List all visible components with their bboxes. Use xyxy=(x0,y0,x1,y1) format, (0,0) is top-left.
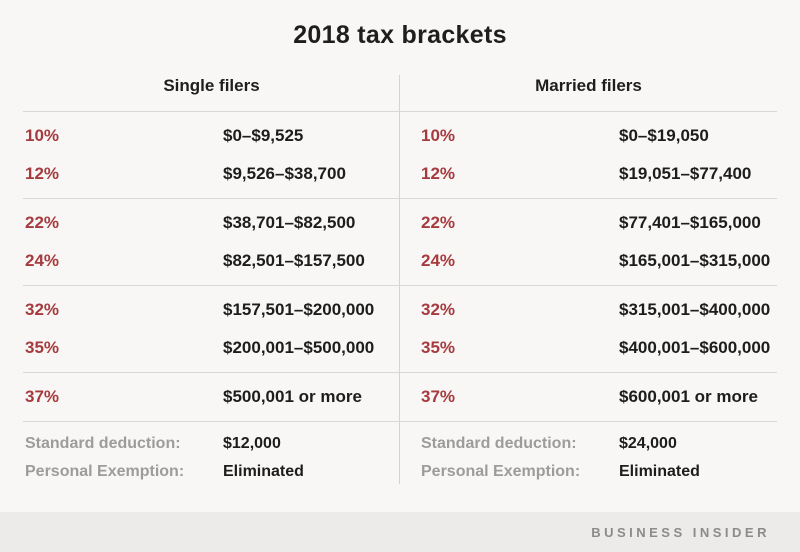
tax-rate: 24% xyxy=(421,251,456,270)
bracket-row: 22% $38,701–$82,500 22% $77,401–$165,000 xyxy=(23,204,777,242)
single-cell: Standard deduction: $12,000 xyxy=(23,430,400,458)
deductions-section: Standard deduction: $12,000 Standard ded… xyxy=(23,422,777,486)
standard-deduction-value: $12,000 xyxy=(223,435,281,452)
tax-rate: 32% xyxy=(25,300,60,319)
married-cell: Personal Exemption: Eliminated xyxy=(400,458,777,486)
section-divider xyxy=(23,372,777,373)
tax-rate: 24% xyxy=(25,251,60,270)
single-cell: 32% $157,501–$200,000 xyxy=(23,291,400,329)
tax-rate: 12% xyxy=(421,164,456,183)
bracket-row: 37% $500,001 or more 37% $600,001 or mor… xyxy=(23,378,777,416)
personal-exemption-label: Personal Exemption: xyxy=(421,463,581,480)
footer-bar: BUSINESS INSIDER xyxy=(0,512,800,552)
page-title: 2018 tax brackets xyxy=(293,21,507,49)
bracket-row: 12% $9,526–$38,700 12% $19,051–$77,400 xyxy=(23,155,777,193)
bracket-section-4: 37% $500,001 or more 37% $600,001 or mor… xyxy=(23,373,777,421)
personal-exemption-label: Personal Exemption: xyxy=(25,463,185,480)
header-divider xyxy=(23,111,777,112)
tax-range: $82,501–$157,500 xyxy=(223,251,365,270)
bracket-section-3: 32% $157,501–$200,000 32% $315,001–$400,… xyxy=(23,286,777,372)
bracket-section-1: 10% $0–$9,525 10% $0–$19,050 12% $9,526–… xyxy=(23,112,777,198)
tax-range: $157,501–$200,000 xyxy=(223,300,375,319)
married-cell: 10% $0–$19,050 xyxy=(400,117,777,155)
tax-range: $500,001 or more xyxy=(223,387,362,406)
married-cell: 32% $315,001–$400,000 xyxy=(400,291,777,329)
tax-rate: 35% xyxy=(25,338,60,357)
tax-rate: 37% xyxy=(421,387,456,406)
personal-exemption-value: Eliminated xyxy=(619,463,700,480)
tax-rate: 22% xyxy=(421,213,456,232)
bracket-row: 10% $0–$9,525 10% $0–$19,050 xyxy=(23,117,777,155)
bracket-row: 24% $82,501–$157,500 24% $165,001–$315,0… xyxy=(23,242,777,280)
tax-range: $77,401–$165,000 xyxy=(619,213,761,232)
section-divider xyxy=(23,421,777,422)
single-cell: 37% $500,001 or more xyxy=(23,378,400,416)
tax-rate: 37% xyxy=(25,387,60,406)
table-content: Single filers Married filers 10% $0–$9,5… xyxy=(23,76,777,486)
tax-rate: 35% xyxy=(421,338,456,357)
column-divider xyxy=(399,75,400,484)
section-divider xyxy=(23,285,777,286)
standard-deduction-value: $24,000 xyxy=(619,435,677,452)
married-cell: 22% $77,401–$165,000 xyxy=(400,204,777,242)
tax-rate: 10% xyxy=(25,126,60,145)
tax-range: $19,051–$77,400 xyxy=(619,164,752,183)
married-cell: Standard deduction: $24,000 xyxy=(400,430,777,458)
personal-exemption-row: Personal Exemption: Eliminated Personal … xyxy=(23,458,777,486)
tax-rate: 32% xyxy=(421,300,456,319)
single-cell: 35% $200,001–$500,000 xyxy=(23,329,400,367)
column-header-married: Married filers xyxy=(535,76,642,95)
column-header-single: Single filers xyxy=(163,76,260,95)
married-cell: 37% $600,001 or more xyxy=(400,378,777,416)
section-divider xyxy=(23,198,777,199)
tax-range: $0–$9,525 xyxy=(223,126,304,145)
tax-range: $315,001–$400,000 xyxy=(619,300,771,319)
tax-rate: 12% xyxy=(25,164,60,183)
married-cell: 24% $165,001–$315,000 xyxy=(400,242,777,280)
bracket-row: 35% $200,001–$500,000 35% $400,001–$600,… xyxy=(23,329,777,367)
tax-range: $600,001 or more xyxy=(619,387,758,406)
standard-deduction-label: Standard deduction: xyxy=(25,435,181,452)
married-cell: 35% $400,001–$600,000 xyxy=(400,329,777,367)
tax-range: $38,701–$82,500 xyxy=(223,213,356,232)
tax-range: $0–$19,050 xyxy=(619,126,709,145)
standard-deduction-row: Standard deduction: $12,000 Standard ded… xyxy=(23,430,777,458)
bracket-row: 32% $157,501–$200,000 32% $315,001–$400,… xyxy=(23,291,777,329)
personal-exemption-value: Eliminated xyxy=(223,463,304,480)
column-headers: Single filers Married filers xyxy=(23,76,777,111)
married-cell: 12% $19,051–$77,400 xyxy=(400,155,777,193)
tax-rate: 22% xyxy=(25,213,60,232)
single-cell: Personal Exemption: Eliminated xyxy=(23,458,400,486)
single-cell: 24% $82,501–$157,500 xyxy=(23,242,400,280)
business-insider-logo: BUSINESS INSIDER xyxy=(591,524,770,540)
tax-range: $9,526–$38,700 xyxy=(223,164,346,183)
tax-rate: 10% xyxy=(421,126,456,145)
single-cell: 12% $9,526–$38,700 xyxy=(23,155,400,193)
bracket-section-2: 22% $38,701–$82,500 22% $77,401–$165,000… xyxy=(23,199,777,285)
tax-range: $400,001–$600,000 xyxy=(619,338,771,357)
tax-range: $165,001–$315,000 xyxy=(619,251,771,270)
single-cell: 10% $0–$9,525 xyxy=(23,117,400,155)
standard-deduction-label: Standard deduction: xyxy=(421,435,577,452)
tax-range: $200,001–$500,000 xyxy=(223,338,375,357)
single-cell: 22% $38,701–$82,500 xyxy=(23,204,400,242)
